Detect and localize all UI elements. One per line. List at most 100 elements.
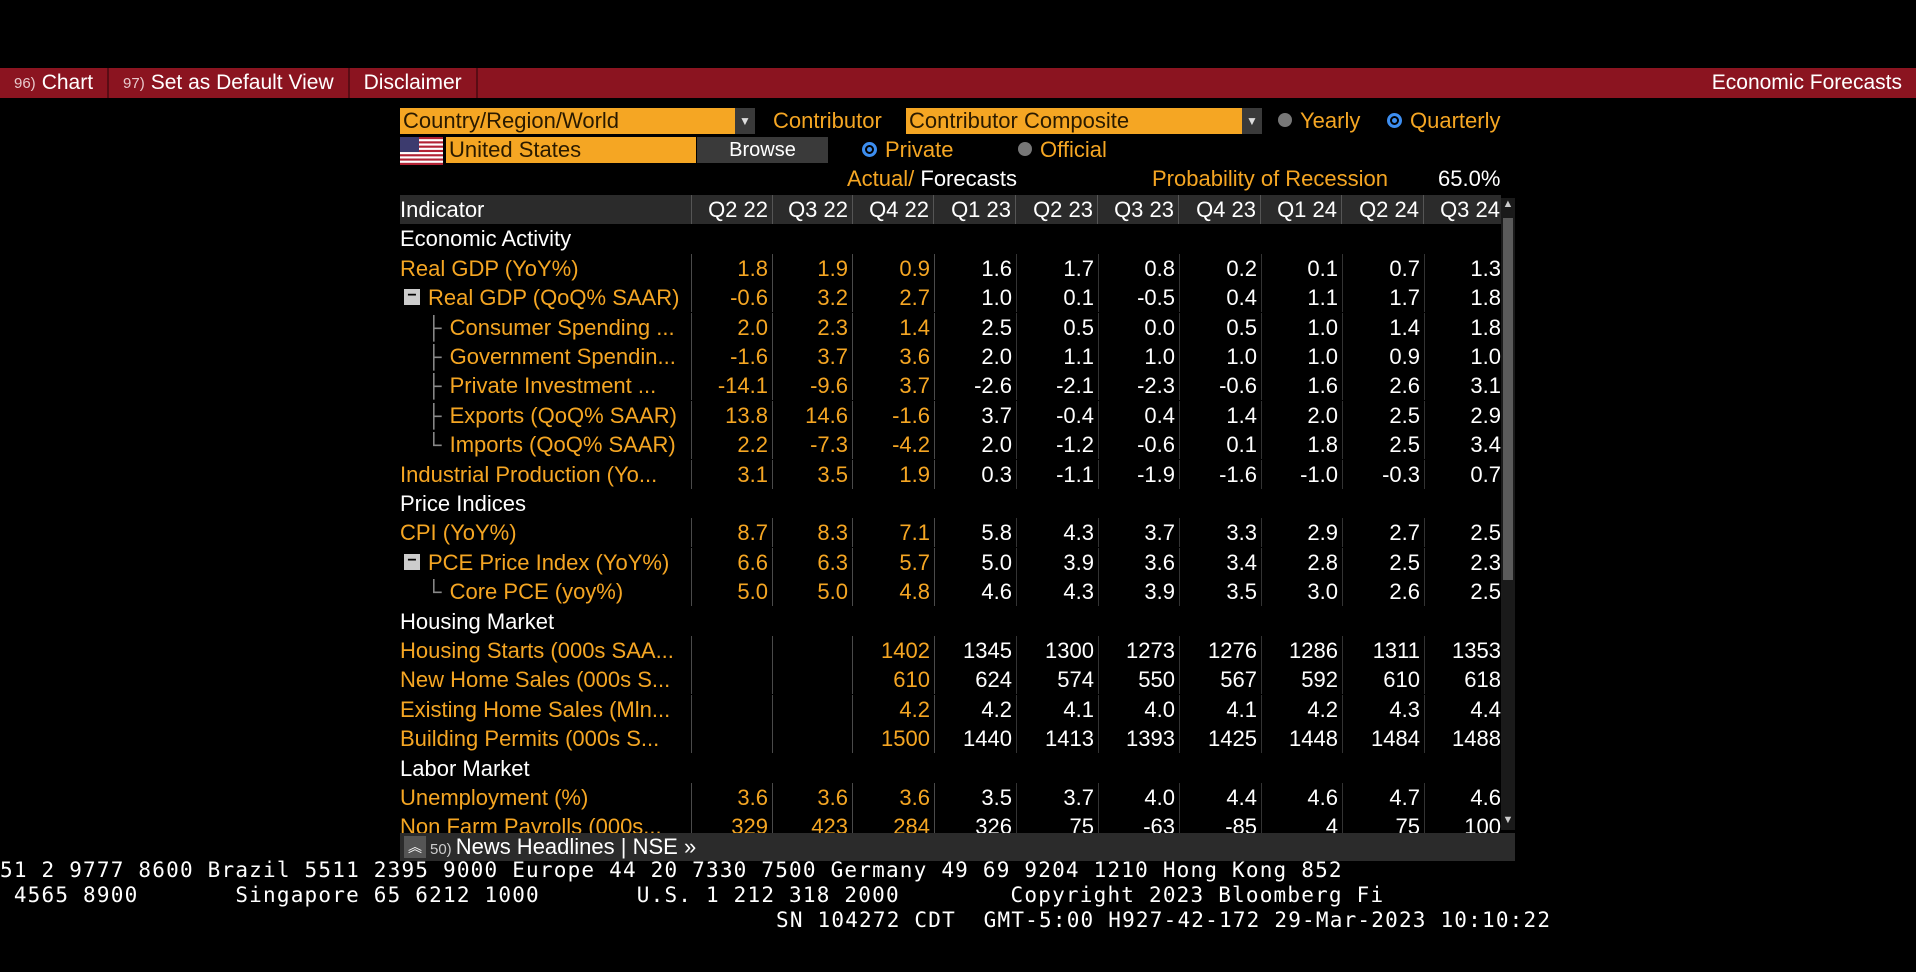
indicator-cell[interactable]: Housing Starts (000s SAA...	[400, 636, 692, 665]
table-row[interactable]: − PCE Price Index (YoY%) 6.6 6.3 5.7 5.0 3.9 3.…	[400, 547, 1501, 577]
indicator-cell[interactable]: Existing Home Sales (Mln...	[400, 694, 692, 724]
private-radio[interactable]: Private	[862, 137, 953, 163]
value-cell: 3.7	[772, 342, 853, 371]
indicator-label: Private Investment ...	[449, 373, 657, 399]
indicator-cell[interactable]: Unemployment (%)	[400, 783, 692, 812]
value-cell: 1.4	[899, 314, 930, 340]
column-divider	[1261, 342, 1262, 371]
table-row[interactable]: ├ Private Investment ... -14.1 -9.6 3.7 -2.6 -…	[400, 371, 1501, 401]
table-row[interactable]: Unemployment (%) 3.6 3.6 3.6 3.5 3.7 4.0 4.4 4.6…	[400, 783, 1501, 812]
chart-menu-item[interactable]: 96) Chart	[0, 68, 110, 98]
news-number: 50)	[430, 841, 452, 858]
private-label: Private	[885, 137, 954, 162]
table-row[interactable]: Real GDP (YoY%) 1.8 1.9 0.9 1.6 1.7 0.8 0.2 0.1 0…	[400, 253, 1501, 283]
chevron-down-icon[interactable]: ▼	[1242, 108, 1262, 134]
actual-forecast-divider	[934, 783, 935, 812]
indicator-cell[interactable]: ├ Exports (QoQ% SAAR)	[400, 400, 692, 430]
column-header[interactable]: Q2 24	[1343, 195, 1424, 224]
value-cell: 0.4	[1144, 402, 1175, 428]
scroll-thumb[interactable]	[1503, 218, 1513, 580]
table-row[interactable]: Industrial Production (Yo... 3.1 3.5 1.9 0.3…	[400, 459, 1501, 489]
collapse-minus-icon[interactable]: −	[404, 288, 420, 306]
yearly-radio[interactable]: Yearly	[1278, 108, 1360, 134]
indicator-cell[interactable]: ├ Private Investment ...	[400, 371, 692, 401]
column-header[interactable]: Q1 24	[1261, 195, 1342, 224]
column-divider	[1016, 400, 1017, 430]
value-cell: 3.6	[692, 783, 773, 812]
actual-forecast-divider	[934, 400, 935, 430]
indicator-cell[interactable]: − PCE Price Index (YoY%)	[400, 547, 692, 577]
indicator-cell[interactable]: New Home Sales (000s S...	[400, 665, 692, 695]
browse-button[interactable]: Browse	[697, 137, 828, 163]
table-row[interactable]: └ Imports (QoQ% SAAR) 2.2 -7.3 -4.2 2.0 -1.2 -0…	[400, 430, 1501, 460]
indicator-cell[interactable]: Industrial Production (Yo...	[400, 459, 692, 489]
value-cell: 1413	[1045, 726, 1094, 752]
table-row[interactable]: ├ Consumer Spending ... 2.0 2.3 1.4 2.5 0.5 0.0…	[400, 312, 1501, 342]
contributor-select[interactable]: Contributor Composite	[906, 108, 1242, 134]
column-header[interactable]: Q3 22	[772, 195, 853, 224]
value-cell: 329	[692, 812, 773, 835]
table-row[interactable]: ├ Government Spendin... -1.6 3.7 3.6 2.0 1.1 1.…	[400, 342, 1501, 371]
table-row[interactable]: Non Farm Payrolls (000s... 329 423 284 326 75…	[400, 812, 1501, 835]
table-row[interactable]: CPI (YoY%) 8.7 8.3 7.1 5.8 4.3 3.7 3.3 2.9 2.7 2.5	[400, 518, 1501, 548]
indicator-cell[interactable]: └ Imports (QoQ% SAAR)	[400, 430, 692, 460]
official-radio[interactable]: Official	[1018, 137, 1107, 163]
news-headlines-bar[interactable]: ︽ 50) News Headlines | NSE »	[400, 833, 1515, 861]
value-cell: 0.9	[899, 255, 930, 281]
quarterly-radio[interactable]: Quarterly	[1387, 108, 1500, 134]
value-cell: 4.2	[1307, 696, 1338, 722]
column-header[interactable]: Q4 22	[853, 195, 934, 224]
indicator-cell[interactable]: ├ Government Spendin...	[400, 342, 692, 371]
table-row[interactable]: New Home Sales (000s S... 610 624 574 550 567…	[400, 665, 1501, 695]
column-divider	[1342, 812, 1343, 835]
column-header[interactable]: Q3 24	[1424, 195, 1501, 224]
chevron-down-icon[interactable]: ▼	[735, 108, 755, 134]
indicator-cell[interactable]: CPI (YoY%)	[400, 518, 692, 548]
indicator-cell[interactable]: Real GDP (YoY%)	[400, 253, 692, 283]
actual-forecasts-label: Actual/ Forecasts	[847, 166, 1017, 192]
indicator-cell[interactable]: └ Core PCE (yoy%)	[400, 577, 692, 607]
column-header[interactable]: Q3 23	[1098, 195, 1179, 224]
indicator-cell[interactable]: ├ Consumer Spending ...	[400, 312, 692, 342]
collapse-minus-icon[interactable]: −	[404, 552, 420, 570]
column-header[interactable]: Q2 23	[1017, 195, 1098, 224]
column-divider	[1016, 577, 1017, 607]
value-cell: 2.5	[1389, 432, 1420, 458]
value-cell: 2.6	[1389, 373, 1420, 399]
column-divider	[1098, 783, 1099, 812]
region-select[interactable]: Country/Region/World	[400, 108, 740, 134]
scroll-up-icon[interactable]: ▲	[1502, 198, 1514, 210]
column-divider	[1016, 283, 1017, 313]
column-divider	[1179, 342, 1180, 371]
menu-item-label: Chart	[41, 71, 94, 94]
set-default-view-menu-item[interactable]: 97) Set as Default View	[109, 68, 350, 98]
table-row[interactable]: └ Core PCE (yoy%) 5.0 5.0 4.8 4.6 4.3 3.9 3.5 3.0…	[400, 577, 1501, 607]
value-cell: -0.3	[1382, 461, 1420, 487]
indicator-cell[interactable]: Non Farm Payrolls (000s...	[400, 812, 692, 835]
value-cell: 5.7	[899, 549, 930, 575]
expand-up-icon[interactable]: ︽	[404, 836, 426, 858]
country-field[interactable]: United States	[446, 137, 696, 163]
disclaimer-menu-item[interactable]: Disclaimer	[350, 68, 478, 98]
column-divider	[1424, 312, 1425, 342]
column-header[interactable]: Q2 22	[692, 195, 773, 224]
table-row[interactable]: Existing Home Sales (Mln... 4.2 4.2 4.1 4.0 4…	[400, 694, 1501, 724]
value-cell: 0.1	[1226, 432, 1257, 458]
app-title: Economic Forecasts	[1711, 71, 1902, 94]
column-header[interactable]: Q1 23	[935, 195, 1016, 224]
table-row[interactable]: Housing Starts (000s SAA... 1402 1345 1300 1…	[400, 636, 1501, 665]
column-divider	[1424, 342, 1425, 371]
radio-off-icon	[1278, 113, 1292, 128]
scroll-down-icon[interactable]: ▼	[1502, 814, 1514, 826]
table-row[interactable]: Building Permits (000s S... 1500 1440 1413 1…	[400, 724, 1501, 754]
indicator-cell[interactable]: − Real GDP (QoQ% SAAR)	[400, 283, 692, 313]
table-row[interactable]: − Real GDP (QoQ% SAAR) -0.6 3.2 2.7 1.0 0.1 -0.…	[400, 283, 1501, 313]
column-header[interactable]: Q4 23	[1180, 195, 1261, 224]
quarterly-label: Quarterly	[1410, 108, 1501, 133]
scrollbar[interactable]: ▲ ▼	[1501, 198, 1515, 830]
column-divider	[1098, 665, 1099, 695]
indicator-label: Real GDP (QoQ% SAAR)	[428, 285, 680, 311]
value-cell: 1345	[963, 638, 1012, 663]
table-row[interactable]: ├ Exports (QoQ% SAAR) 13.8 14.6 -1.6 3.7 -0.4 0…	[400, 400, 1501, 430]
indicator-cell[interactable]: Building Permits (000s S...	[400, 724, 692, 754]
